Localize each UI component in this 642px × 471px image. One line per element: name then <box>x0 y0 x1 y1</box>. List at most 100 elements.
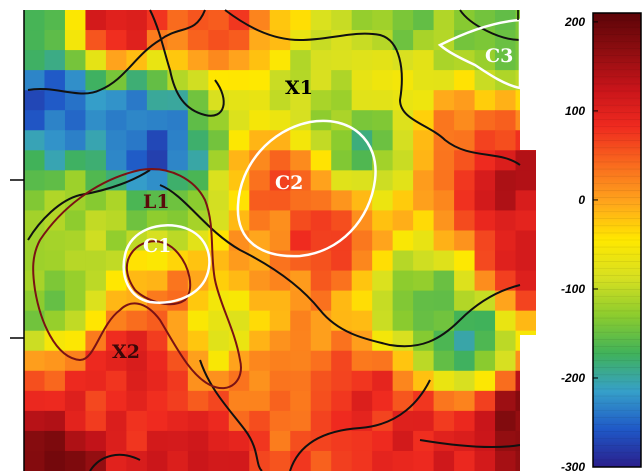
heatmap-cell <box>290 90 312 111</box>
heatmap-cell <box>44 450 66 471</box>
heatmap-cell <box>24 310 46 332</box>
heatmap-cell <box>351 230 373 252</box>
heatmap-cell <box>208 50 230 71</box>
heatmap-cell <box>228 110 250 131</box>
heatmap-cell <box>495 290 517 312</box>
heatmap-cell <box>105 150 127 171</box>
heatmap-cell <box>187 150 209 171</box>
heatmap-cell <box>474 250 496 272</box>
heatmap-cell <box>351 70 373 91</box>
heatmap-cell <box>310 190 332 212</box>
heatmap-cell <box>290 190 312 212</box>
heatmap-cell <box>167 450 189 471</box>
heatmap-cell <box>515 170 537 191</box>
heatmap-cell <box>64 290 87 312</box>
heatmap-cell <box>454 290 476 312</box>
heatmap-cell <box>269 390 291 412</box>
heatmap-cell <box>310 150 332 171</box>
heatmap-cell <box>146 370 168 392</box>
heatmap-cell <box>331 90 353 111</box>
heatmap-cell <box>64 90 87 111</box>
heatmap-cell <box>105 50 127 71</box>
heatmap-cell <box>187 70 209 91</box>
heatmap-cell <box>474 110 496 131</box>
heatmap-cell <box>433 210 455 232</box>
heatmap-cell <box>44 190 66 212</box>
heatmap-cell <box>126 310 148 332</box>
heatmap-cell <box>392 310 414 332</box>
heatmap-cell <box>64 410 87 432</box>
heatmap-cell <box>85 290 107 312</box>
heatmap-cell <box>310 10 332 31</box>
heatmap-cell <box>372 430 394 452</box>
heatmap-cell <box>392 150 414 171</box>
heatmap-cell <box>105 350 127 372</box>
heatmap-cell <box>24 330 46 352</box>
heatmap-cell <box>433 390 455 412</box>
heatmap-cell <box>85 10 107 31</box>
heatmap-cell <box>249 150 271 171</box>
heatmap-cell <box>515 290 537 312</box>
heatmap-cell <box>187 410 209 432</box>
heatmap-cell <box>167 430 189 452</box>
heatmap-cell <box>351 170 373 191</box>
heatmap-cell <box>433 190 455 212</box>
heatmap-cell <box>85 170 107 191</box>
heatmap-cell <box>372 170 394 191</box>
heatmap-cell <box>24 390 46 412</box>
heatmap-cell <box>249 170 271 191</box>
heatmap-cell <box>392 230 414 252</box>
heatmap-cell <box>64 270 87 292</box>
c1-contour <box>122 224 211 304</box>
heatmap-cell <box>413 390 435 412</box>
heatmap-cell <box>392 330 414 352</box>
heatmap-cell <box>64 230 87 252</box>
heatmap-cell <box>249 270 271 292</box>
heatmap-cell <box>331 190 353 212</box>
heatmap-cell <box>495 50 517 71</box>
heatmap-cell <box>372 290 394 312</box>
heatmap-cell <box>413 110 435 131</box>
heatmap-cell <box>290 330 312 352</box>
heatmap-cell <box>351 430 373 452</box>
heatmap-cell <box>85 310 107 332</box>
heatmap-cell <box>474 30 496 51</box>
heatmap-cell <box>515 210 537 232</box>
heatmap-cell <box>187 450 209 471</box>
heatmap-cell <box>331 130 353 151</box>
heatmap-cell <box>310 130 332 151</box>
heatmap-cell <box>474 210 496 232</box>
heatmap-cell <box>413 150 435 171</box>
heatmap-cell <box>269 430 291 452</box>
heatmap-cell <box>208 270 230 292</box>
heatmap-cell <box>495 170 517 191</box>
heatmap-cell <box>433 90 455 111</box>
heatmap-cell <box>392 210 414 232</box>
heatmap-cell <box>515 190 537 212</box>
heatmap-cell <box>310 210 332 232</box>
heatmap-cell <box>146 390 168 412</box>
heatmap-cell <box>249 110 271 131</box>
heatmap-cell <box>454 330 476 352</box>
heatmap-cell <box>331 430 353 452</box>
heatmap-cell <box>269 170 291 191</box>
heatmap-cell <box>249 30 271 51</box>
heatmap-cell <box>85 330 107 352</box>
heatmap-cell <box>24 190 46 212</box>
heatmap-cell <box>495 210 517 232</box>
heatmap-cell <box>454 190 476 212</box>
heatmap-cell <box>228 90 250 111</box>
heatmap-cell <box>105 190 127 212</box>
heatmap-cell <box>146 90 168 111</box>
heatmap-cell <box>351 30 373 51</box>
heatmap-cell <box>85 250 107 272</box>
heatmap-cell <box>413 30 435 51</box>
heatmap-cell <box>351 250 373 272</box>
black-contour <box>459 9 521 41</box>
heatmap-cell <box>351 10 373 31</box>
label-x2: X2 <box>112 341 140 363</box>
heatmap-cell <box>515 250 537 272</box>
heatmap-cell <box>433 70 455 91</box>
heatmap-cell <box>310 270 332 292</box>
heatmap-cell <box>85 450 107 471</box>
